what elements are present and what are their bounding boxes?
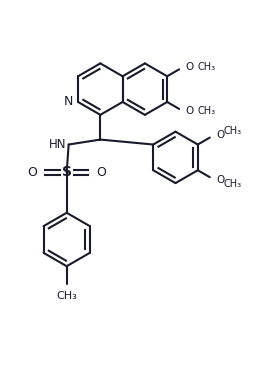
Text: O: O	[27, 166, 37, 179]
Text: CH₃: CH₃	[197, 62, 215, 72]
Text: CH₃: CH₃	[197, 106, 215, 116]
Text: HN: HN	[49, 138, 67, 151]
Text: O: O	[185, 106, 194, 116]
Text: O: O	[216, 130, 224, 140]
Text: S: S	[62, 165, 72, 179]
Text: O: O	[216, 175, 224, 185]
Text: CH₃: CH₃	[56, 291, 77, 301]
Text: N: N	[63, 95, 73, 109]
Text: CH₃: CH₃	[224, 179, 242, 189]
Text: CH₃: CH₃	[224, 126, 242, 136]
Text: O: O	[96, 166, 106, 179]
Text: O: O	[185, 62, 194, 72]
